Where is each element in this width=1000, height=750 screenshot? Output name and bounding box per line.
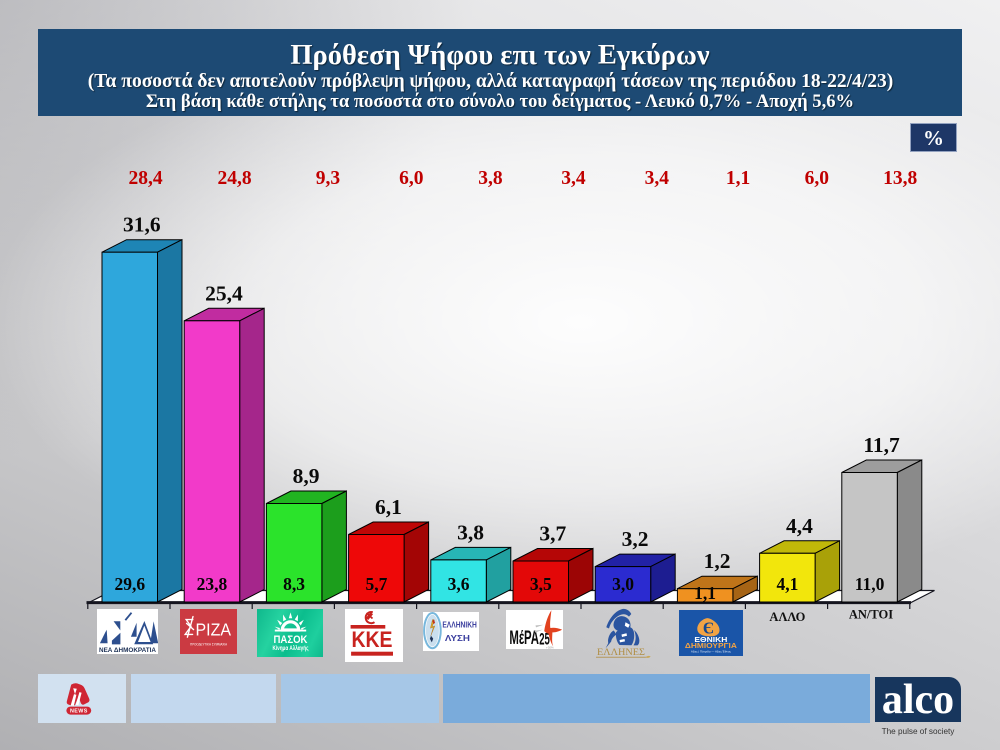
svg-text:ΕΛΛΗΝΙΚΗ: ΕΛΛΗΝΙΚΗ <box>443 619 477 629</box>
svg-text:4,4: 4,4 <box>786 514 813 538</box>
svg-text:29,6: 29,6 <box>114 574 145 594</box>
svg-text:8,3: 8,3 <box>283 574 305 594</box>
svg-text:24,8: 24,8 <box>218 168 252 189</box>
svg-text:1,1: 1,1 <box>694 583 716 603</box>
svg-text:6,0: 6,0 <box>399 168 423 189</box>
svg-text:ΝΕΑ ΔΗΜΟΚΡΑΤΙΑ: ΝΕΑ ΔΗΜΟΚΡΑΤΙΑ <box>99 647 157 654</box>
svg-text:ΡΙΖΑ: ΡΙΖΑ <box>195 620 230 640</box>
svg-text:3,8: 3,8 <box>478 168 503 189</box>
svg-text:ΜέΡΑ: ΜέΡΑ <box>509 628 539 649</box>
svg-text:3,2: 3,2 <box>622 527 649 551</box>
svg-text:23,8: 23,8 <box>197 574 228 594</box>
svg-text:3,8: 3,8 <box>457 520 484 544</box>
svg-text:ΚΚΕ: ΚΚΕ <box>351 627 392 652</box>
svg-text:31,6: 31,6 <box>123 213 161 237</box>
svg-text:ΕΘΝΙΚΗ: ΕΘΝΙΚΗ <box>694 636 727 645</box>
svg-text:5,7: 5,7 <box>365 574 387 594</box>
svg-text:25,4: 25,4 <box>205 281 243 305</box>
svg-text:3,7: 3,7 <box>539 522 566 546</box>
svg-text:8,9: 8,9 <box>293 464 320 488</box>
svg-text:11,0: 11,0 <box>855 574 885 594</box>
svg-text:Αξίες | Πάτριδα — Αξίες Έθνος: Αξίες | Πάτριδα — Αξίες Έθνος <box>691 650 732 654</box>
svg-text:13,8: 13,8 <box>883 168 917 189</box>
svg-text:NEWS: NEWS <box>70 709 88 715</box>
svg-text:ΑΛΛΟ: ΑΛΛΟ <box>769 610 805 624</box>
svg-text:1,2: 1,2 <box>704 549 731 573</box>
svg-text:ΑΝ/ΤΟΙ: ΑΝ/ΤΟΙ <box>849 608 893 622</box>
svg-text:11,7: 11,7 <box>863 433 900 457</box>
svg-text:3,5: 3,5 <box>530 574 552 594</box>
svg-text:ΔΗΜΙΟΥΡΓΙΑ: ΔΗΜΙΟΥΡΓΙΑ <box>685 641 738 650</box>
svg-text:25: 25 <box>539 630 550 648</box>
svg-text:6,1: 6,1 <box>375 495 402 519</box>
svg-text:28,4: 28,4 <box>129 168 163 189</box>
svg-text:1,1: 1,1 <box>726 168 750 189</box>
svg-text:ΠΡΟΟΔΕΥΤΙΚΗ ΣΥΜΜΑΧΙΑ: ΠΡΟΟΔΕΥΤΙΚΗ ΣΥΜΜΑΧΙΑ <box>190 642 228 646</box>
svg-text:ΛΥΣΗ: ΛΥΣΗ <box>445 632 470 642</box>
svg-text:4,1: 4,1 <box>776 574 798 594</box>
svg-text:Є: Є <box>703 619 714 638</box>
svg-text:ΠΑΣΟΚ: ΠΑΣΟΚ <box>273 634 308 646</box>
svg-text:9,3: 9,3 <box>316 168 341 189</box>
svg-text:3,4: 3,4 <box>645 168 670 189</box>
svg-text:ΕΛΛΗΝΕΣ: ΕΛΛΗΝΕΣ <box>597 648 645 658</box>
svg-text:3,0: 3,0 <box>612 574 634 594</box>
svg-text:3,6: 3,6 <box>448 574 470 594</box>
svg-text:+30%: +30% <box>545 646 553 650</box>
svg-text:6,0: 6,0 <box>805 168 829 189</box>
svg-text:Κίνημα Αλλαγής: Κίνημα Αλλαγής <box>272 645 308 652</box>
svg-text:3,4: 3,4 <box>561 168 586 189</box>
